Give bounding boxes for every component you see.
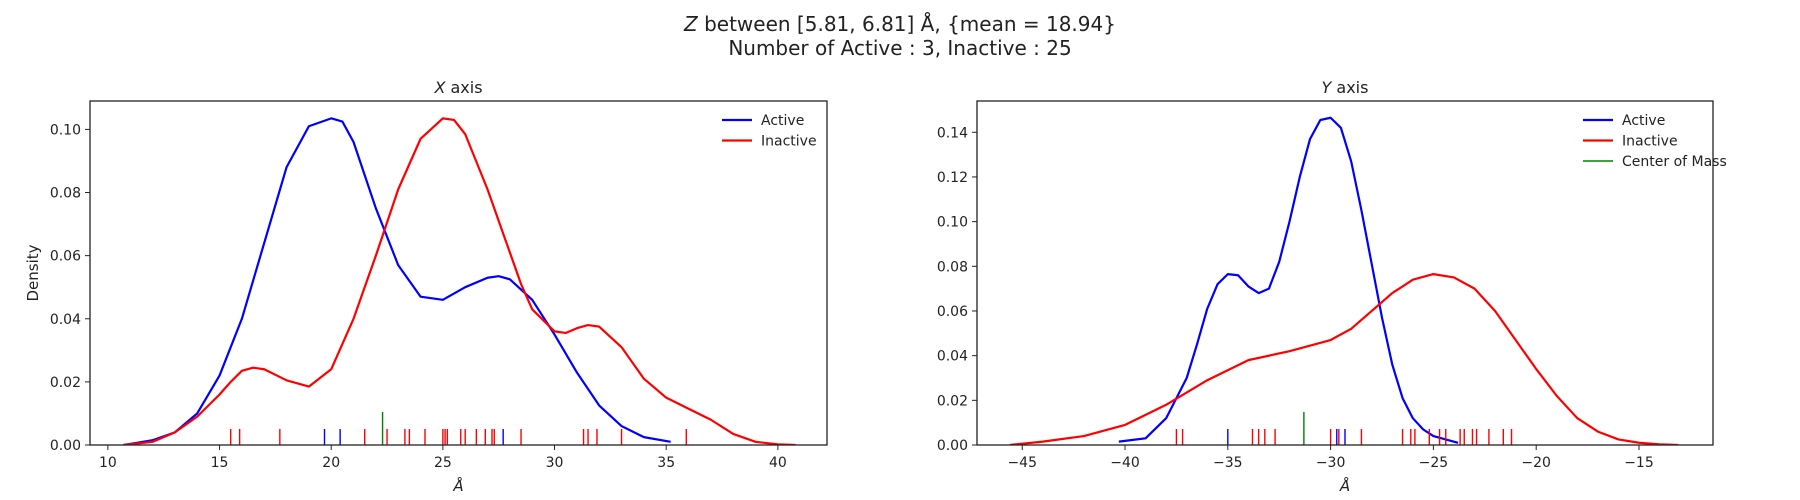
y-tick-label: 0.10 [50, 122, 81, 138]
legend-label-active: Active [761, 113, 804, 129]
x-tick-label: −40 [1110, 455, 1140, 471]
plot-frame [976, 100, 1714, 446]
x-tick-label: −25 [1419, 455, 1449, 471]
series-line-inactive [1009, 273, 1679, 445]
series-line-active [123, 117, 671, 445]
y-axis-label: Density [24, 244, 42, 301]
x-tick-label: 10 [99, 455, 117, 471]
subplot-title-rest: axis [445, 78, 482, 97]
y-tick-label: 0.06 [937, 304, 968, 320]
legend-label-inactive: Inactive [1622, 134, 1678, 150]
figure-title-line1: Z between [5.81, 6.81] Å, {mean = 18.94} [0, 12, 1800, 36]
x-tick-label: −20 [1521, 455, 1551, 471]
series-line-active [1118, 116, 1459, 444]
figure-title-line1-rest: between [5.81, 6.81] Å, {mean = 18.94} [697, 12, 1116, 36]
subplot-title-axis-letter: Y [1322, 78, 1333, 97]
x-axis-label: Å [1339, 476, 1350, 495]
figure-title-z-symbol: Z [684, 12, 698, 36]
y-tick-label: 0.12 [937, 170, 968, 186]
y-tick-label: 0.04 [50, 312, 81, 328]
series-line-inactive [123, 117, 796, 445]
subplot-title-rest: axis [1331, 78, 1368, 97]
plot-y-axis: Y axis −45 −40 −35 −30 −25 −20 −15 0.00 0.02 0.04 0… [937, 78, 1727, 495]
plot-frame [89, 100, 828, 446]
legend-label-inactive: Inactive [761, 134, 817, 150]
y-tick-label: 0.10 [937, 215, 968, 231]
subplot-title-axis-letter: X [433, 78, 446, 97]
y-tick-label: 0.02 [937, 393, 968, 409]
figure-title-line2: Number of Active : 3, Inactive : 25 [728, 36, 1072, 60]
plot-x-axis: X axis 10 15 20 25 30 35 40 0.00 0.02 0.04 0.06 0.08… [24, 78, 828, 495]
x-tick-label: −35 [1213, 455, 1243, 471]
x-tick-label: 30 [546, 455, 564, 471]
y-tick-label: 0.08 [50, 186, 81, 202]
y-tick-label: 0.06 [50, 249, 81, 265]
legend-label-center-of-mass: Center of Mass [1622, 154, 1727, 170]
x-tick-label: 15 [211, 455, 229, 471]
subplot-title: Y axis [1322, 78, 1369, 97]
y-tick-label: 0.02 [50, 375, 81, 391]
y-tick-label: 0.08 [937, 259, 968, 275]
y-tick-label: 0.14 [937, 125, 968, 141]
legend-label-active: Active [1622, 113, 1665, 129]
y-tick-label: 0.04 [937, 349, 968, 365]
x-tick-label: −45 [1007, 455, 1037, 471]
x-tick-label: 40 [769, 455, 787, 471]
y-tick-label: 0.00 [937, 438, 968, 454]
x-tick-label: −30 [1316, 455, 1346, 471]
x-tick-label: 20 [322, 455, 340, 471]
x-tick-label: −15 [1624, 455, 1654, 471]
y-tick-label: 0.00 [50, 438, 81, 454]
x-tick-label: 35 [657, 455, 675, 471]
x-axis-label: Å [452, 476, 463, 495]
subplot-title: X axis [433, 78, 482, 97]
x-tick-label: 25 [434, 455, 452, 471]
